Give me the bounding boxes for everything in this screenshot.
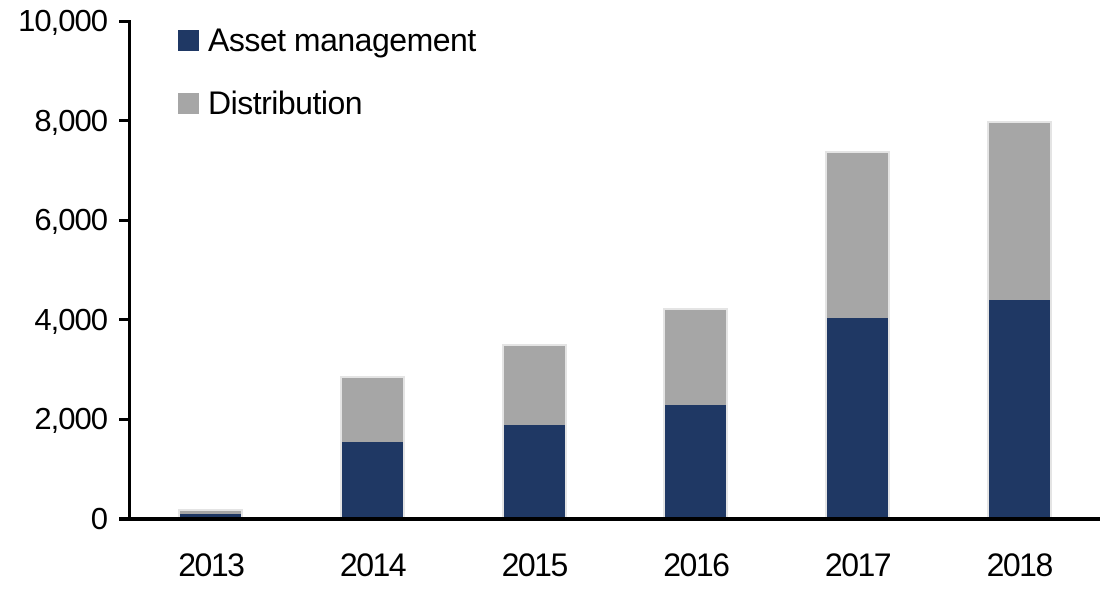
y-axis-tick-6000 [119,218,130,222]
y-axis-line [128,20,131,521]
bar-2013-asset-management-segment [178,513,244,519]
y-axis-tick-2000 [119,417,130,421]
bar-2014-distribution-segment [340,375,405,443]
y-axis-label-4000: 4,000 [34,301,108,337]
y-axis-tick-10000 [119,19,130,23]
x-axis-label-2013: 2013 [178,547,245,583]
y-axis-label-2000: 2,000 [34,401,108,436]
x-axis-line [119,517,1100,521]
y-axis-label-0: 0 [90,500,108,536]
bar-2018-asset-management-segment [986,299,1052,519]
y-axis-tick-4000 [119,318,130,321]
bar-2016-asset-management-segment [663,404,729,519]
y-axis-tick-8000 [119,119,130,122]
legend-swatch-asset-management-icon [178,29,199,51]
bar-2015-asset-management-segment [501,424,567,519]
bar-2014-asset-management-segment [340,442,405,519]
bar-2013-distribution-segment [178,509,244,514]
x-axis-label-2018: 2018 [986,547,1054,583]
legend-label-asset-management: Asset management [208,22,476,58]
y-axis-label-8000: 8,000 [34,102,108,138]
x-axis-label-2017: 2017 [824,547,892,583]
y-axis-label-6000: 6,000 [34,202,108,237]
legend-item-distribution: Distribution [178,85,476,121]
bar-2015-distribution-segment [501,344,567,425]
legend-item-asset-management: Asset management [178,22,476,58]
bar-2017-asset-management-segment [825,318,890,519]
legend: Asset management Distribution [178,22,476,121]
bar-2018-distribution-segment [986,120,1052,300]
x-axis-label-2015: 2015 [501,547,569,583]
y-axis-label-10000: 10,000 [18,3,108,38]
bar-2016-distribution-segment [663,307,729,405]
legend-label-distribution: Distribution [208,85,363,121]
legend-swatch-distribution-icon [178,92,199,114]
x-axis-label-2016: 2016 [663,547,730,583]
x-axis-label-2014: 2014 [339,547,407,583]
bar-2017-distribution-segment [825,151,890,318]
